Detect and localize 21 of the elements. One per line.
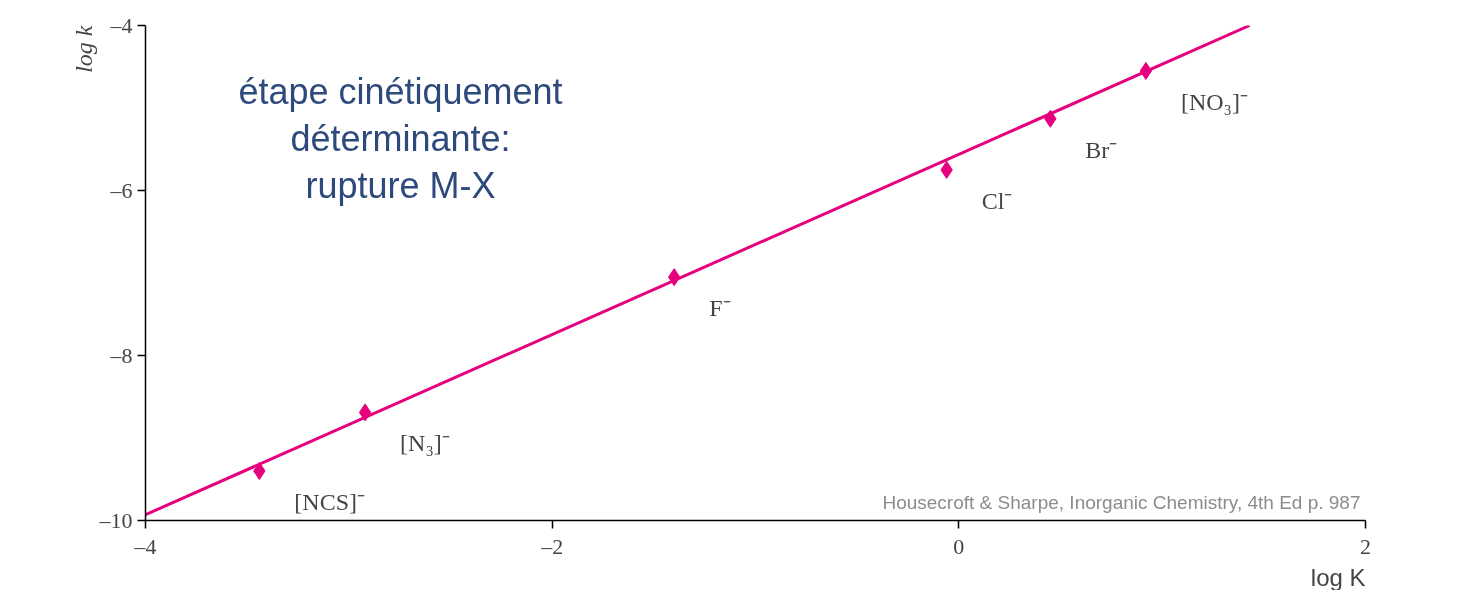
y-tick-label: –8 xyxy=(109,343,133,368)
y-axis-title: log k xyxy=(70,25,97,73)
annotation: Br⁻ xyxy=(1085,136,1118,163)
y-tick-label: –10 xyxy=(98,508,133,533)
x-tick-label: 0 xyxy=(953,533,965,559)
annotation: [NO₃]⁻ xyxy=(1180,88,1248,115)
annotation: F⁻ xyxy=(709,295,731,322)
annotation: [NCS]⁻ xyxy=(294,489,366,515)
annotation: étape cinétiquement déterminante: rupture M-X xyxy=(238,70,563,206)
point xyxy=(1139,61,1153,80)
annotation: [N₃]⁻ xyxy=(400,430,450,457)
annotation: Cl⁻ xyxy=(981,187,1013,214)
x-axis-title: log K xyxy=(1310,563,1366,591)
x-tick-label: –2 xyxy=(540,533,564,559)
x-tick-label: 2 xyxy=(1360,533,1371,559)
point xyxy=(358,403,372,422)
y-tick-label: –4 xyxy=(109,13,133,38)
y-tick-label: –6 xyxy=(109,178,133,203)
annotation: Housecroft & Sharpe, Inorganic Chemistry, 4th Ed p. 987 xyxy=(882,491,1361,513)
x-tick-label: –4 xyxy=(133,533,157,559)
point xyxy=(253,462,266,480)
